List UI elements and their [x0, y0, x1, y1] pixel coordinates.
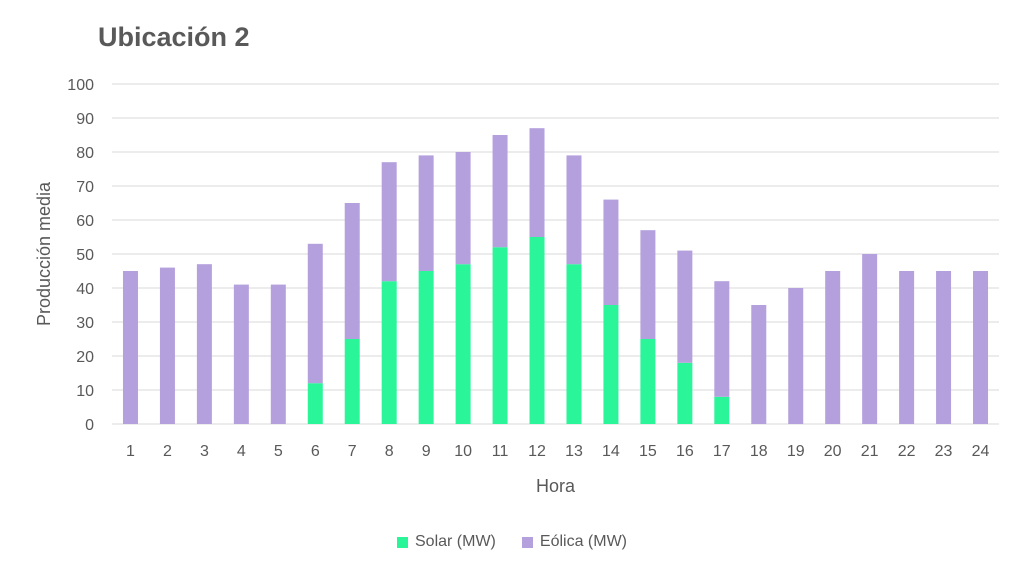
y-tick-label: 80 [76, 145, 94, 162]
x-tick-label: 22 [898, 443, 916, 460]
bar-solar [603, 305, 619, 424]
y-tick-label: 20 [76, 349, 94, 366]
bar-eolica [899, 271, 915, 424]
y-tick-label: 30 [76, 315, 94, 332]
x-tick-label: 13 [565, 443, 583, 460]
bar-eolica [307, 243, 323, 384]
x-tick-label: 3 [200, 443, 209, 460]
x-tick-label: 21 [861, 443, 879, 460]
x-axis-title: Hora [536, 476, 576, 496]
x-tick-label: 14 [602, 443, 620, 460]
x-tick-label: 11 [492, 443, 509, 460]
bar-eolica [233, 284, 249, 424]
legend-item-eolica: Eólica (MW) [521, 533, 627, 551]
x-tick-label: 7 [348, 443, 357, 460]
y-tick-label: 70 [76, 179, 94, 196]
x-tick-label: 17 [713, 443, 731, 460]
gridlines [112, 83, 999, 425]
bar-eolica [788, 288, 804, 424]
x-tick-label: 18 [750, 443, 768, 460]
y-tick-label: 40 [76, 281, 94, 298]
x-tick-label: 2 [163, 443, 172, 460]
chart-title: Ubicación 2 [98, 22, 250, 52]
x-tick-label: 24 [972, 443, 990, 460]
x-tick-label: 16 [676, 443, 694, 460]
bar-eolica [862, 254, 878, 424]
bar-eolica [196, 264, 212, 424]
legend-label-solar: Solar (MW) [415, 533, 496, 550]
bar-solar [714, 396, 730, 424]
bar-eolica [714, 281, 730, 397]
bar-solar [566, 264, 582, 424]
x-tick-label: 1 [126, 443, 135, 460]
y-axis-title: Producción media [34, 181, 54, 326]
x-tick-label: 19 [787, 443, 805, 460]
bar-eolica [566, 155, 582, 265]
y-tick-label: 0 [85, 417, 94, 434]
bar-eolica [455, 152, 471, 265]
legend-label-eolica: Eólica (MW) [539, 533, 627, 550]
bar-eolica [529, 128, 545, 237]
bar-solar [307, 383, 323, 424]
y-tick-label: 10 [76, 383, 94, 400]
bar-solar [418, 271, 434, 424]
bar-solar [455, 264, 471, 424]
bar-eolica [936, 271, 952, 424]
bar-eolica [344, 203, 360, 339]
x-tick-label: 10 [454, 443, 472, 460]
x-tick-label: 20 [824, 443, 842, 460]
bar-solar [529, 237, 545, 424]
bar-solar [492, 247, 508, 424]
y-tick-label: 100 [67, 77, 94, 94]
bar-eolica [973, 271, 989, 424]
bar-solar [344, 339, 360, 424]
x-tick-label: 8 [385, 443, 394, 460]
x-tick-label: 9 [422, 443, 431, 460]
bar-eolica [159, 267, 175, 424]
y-tick-label: 50 [76, 247, 94, 264]
x-tick-label: 5 [274, 443, 283, 460]
bar-eolica [270, 284, 286, 424]
bar-eolica [677, 250, 693, 363]
legend-item-solar: Solar (MW) [397, 533, 496, 551]
x-tick-label: 23 [935, 443, 953, 460]
legend-swatch-eolica [521, 536, 533, 548]
bar-eolica [122, 271, 138, 424]
legend: Solar (MW) Eólica (MW) [0, 533, 1024, 551]
bar-eolica [825, 271, 841, 424]
bar-eolica [751, 305, 767, 424]
x-tick-label: 6 [311, 443, 320, 460]
y-tick-label: 90 [76, 111, 94, 128]
bar-eolica [492, 135, 508, 248]
bar-eolica [603, 199, 619, 305]
bar-solar [381, 281, 397, 424]
bar-eolica [640, 230, 656, 339]
x-tick-label: 4 [237, 443, 246, 460]
bar-solar [640, 339, 656, 424]
bar-solar [677, 362, 693, 424]
x-tick-label: 12 [528, 443, 546, 460]
y-tick-label: 60 [76, 213, 94, 230]
x-tick-label: 15 [639, 443, 657, 460]
bars [122, 128, 989, 424]
legend-swatch-solar [397, 536, 408, 548]
bar-eolica [418, 155, 434, 271]
bar-eolica [381, 162, 397, 282]
